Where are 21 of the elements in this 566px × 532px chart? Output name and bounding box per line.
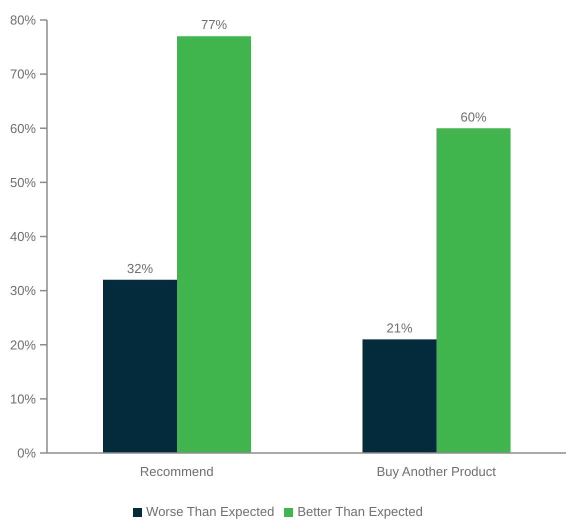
x-tick-label: Buy Another Product	[376, 464, 496, 480]
y-tick-label: 70%	[10, 66, 36, 82]
bar	[103, 280, 177, 453]
y-tick-label: 0%	[17, 446, 36, 461]
data-label: 21%	[386, 320, 413, 336]
y-tick-label: 50%	[10, 174, 36, 190]
bar	[362, 339, 436, 453]
y-tick-label: 10%	[10, 391, 36, 406]
y-tick-label: 40%	[10, 229, 36, 244]
y-tick-label: 30%	[10, 283, 36, 298]
y-tick-label: 20%	[10, 337, 36, 352]
y-tick-label: 60%	[10, 120, 36, 136]
bar	[177, 36, 251, 453]
legend-label: Worse Than Expected	[146, 504, 274, 519]
x-tick-label: Recommend	[140, 464, 214, 480]
y-tick-label: 80%	[10, 12, 36, 28]
data-label: 60%	[460, 109, 487, 124]
data-label: 32%	[126, 260, 154, 276]
legend-label: Better Than Expected	[297, 504, 423, 519]
bar	[436, 128, 510, 453]
data-label: 77%	[200, 17, 228, 32]
